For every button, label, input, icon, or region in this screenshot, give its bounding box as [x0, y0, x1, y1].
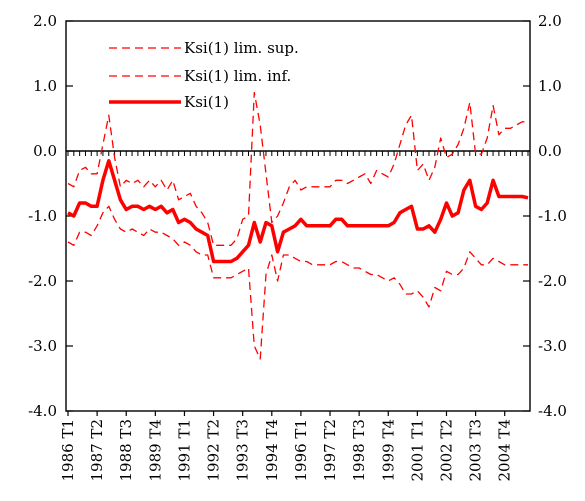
x-tick-label: 1996 T1: [292, 419, 310, 482]
x-tick-label: 2003 T3: [467, 419, 485, 482]
series-line: [67, 159, 529, 264]
right-y-ticks: 2.0 1.0 0.0 -1.0 -2.0 -3.0 -4.0: [523, 12, 567, 420]
left-tick-label: 0.0: [33, 142, 57, 160]
series-line: [67, 205, 528, 360]
right-tick-label: -2.0: [538, 272, 567, 290]
legend: Ksi(1) lim. sup. Ksi(1) lim. inf. Ksi(1): [109, 39, 299, 111]
legend-label: Ksi(1): [184, 93, 229, 111]
x-tick-label: 1987 T2: [88, 419, 106, 482]
x-tick-label: 1993 T3: [234, 419, 252, 482]
plot-frame: [65, 20, 531, 412]
right-tick-label: 2.0: [538, 12, 562, 30]
right-tick-label: -1.0: [538, 207, 567, 225]
zero-axis-ticks: [67, 151, 529, 156]
left-tick-label: -4.0: [28, 402, 57, 420]
left-tick-label: -2.0: [28, 272, 57, 290]
legend-label: Ksi(1) lim. sup.: [184, 39, 299, 57]
x-tick-label: 1991 T1: [175, 419, 193, 482]
legend-label: Ksi(1) lim. inf.: [184, 67, 291, 85]
left-tick-label: 2.0: [33, 12, 57, 30]
left-tick-label: 1.0: [33, 77, 57, 95]
right-tick-label: 0.0: [538, 142, 562, 160]
x-tick-label: 2004 T4: [496, 419, 514, 482]
x-tick-label: 2001 T1: [408, 419, 426, 482]
x-axis-ticks: 1986 T1 1987 T2 1988 T3 1989 T4 1991 T1 1992 …: [59, 411, 514, 482]
left-tick-label: -1.0: [28, 207, 57, 225]
x-tick-label: 1998 T3: [350, 419, 368, 482]
x-tick-label: 1999 T4: [379, 419, 397, 482]
right-tick-label: -3.0: [538, 337, 567, 355]
x-tick-label: 1994 T4: [263, 419, 281, 482]
x-tick-label: 1997 T2: [321, 419, 339, 482]
right-tick-label: -4.0: [538, 402, 567, 420]
x-tick-label: 1992 T2: [205, 419, 223, 482]
x-tick-label: 1989 T4: [146, 419, 164, 482]
x-tick-label: 2002 T2: [437, 419, 455, 482]
left-tick-label: -3.0: [28, 337, 57, 355]
left-y-ticks: 2.0 1.0 0.0 -1.0 -2.0 -3.0 -4.0: [28, 12, 73, 420]
x-tick-label: 1988 T3: [117, 419, 135, 482]
right-tick-label: 1.0: [538, 77, 562, 95]
x-tick-label: 1986 T1: [59, 419, 77, 482]
series-line: [67, 91, 528, 246]
series-layer: [67, 91, 529, 360]
